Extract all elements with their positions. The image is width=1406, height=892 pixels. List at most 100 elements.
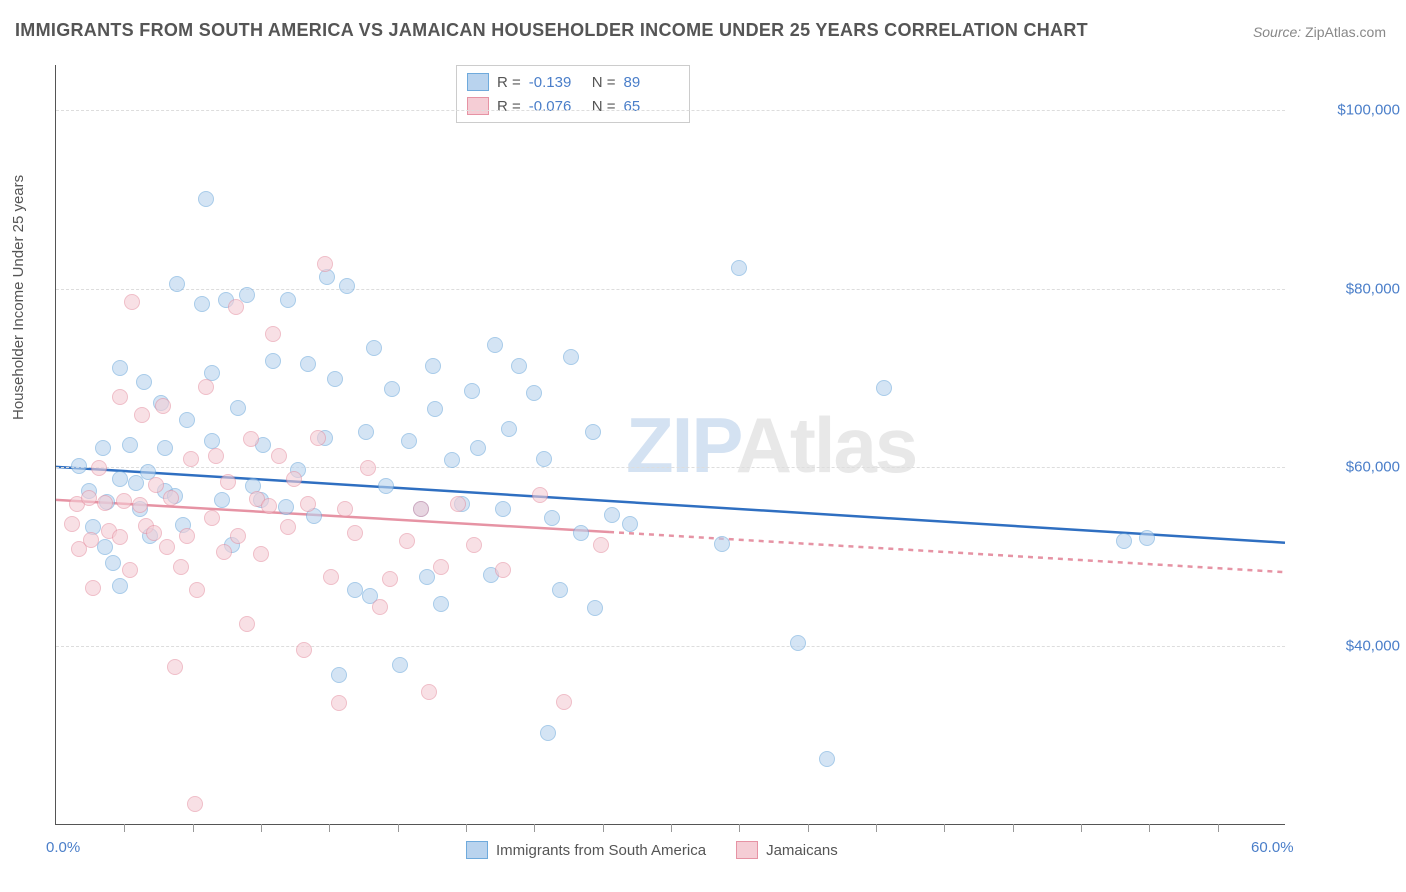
source-label: Source: bbox=[1253, 24, 1301, 40]
scatter-point bbox=[112, 471, 128, 487]
scatter-point bbox=[183, 451, 199, 467]
scatter-point bbox=[91, 460, 107, 476]
source-credit: Source: ZipAtlas.com bbox=[1253, 24, 1386, 40]
scatter-point bbox=[317, 256, 333, 272]
y-tick-label: $40,000 bbox=[1346, 638, 1400, 655]
scatter-point bbox=[97, 539, 113, 555]
scatter-point bbox=[819, 751, 835, 767]
gridline-h bbox=[56, 110, 1285, 111]
scatter-point bbox=[280, 519, 296, 535]
scatter-point bbox=[876, 380, 892, 396]
scatter-point bbox=[280, 292, 296, 308]
scatter-point bbox=[198, 379, 214, 395]
scatter-point bbox=[331, 667, 347, 683]
scatter-point bbox=[296, 642, 312, 658]
scatter-point bbox=[300, 496, 316, 512]
scatter-point bbox=[173, 559, 189, 575]
scatter-point bbox=[419, 569, 435, 585]
y-axis-label: Householder Income Under 25 years bbox=[10, 175, 27, 420]
scatter-point bbox=[112, 529, 128, 545]
scatter-point bbox=[622, 516, 638, 532]
scatter-point bbox=[421, 684, 437, 700]
scatter-point bbox=[433, 559, 449, 575]
legend-series-item: Immigrants from South America bbox=[466, 841, 706, 859]
scatter-point bbox=[392, 657, 408, 673]
scatter-point bbox=[1139, 530, 1155, 546]
scatter-point bbox=[585, 424, 601, 440]
scatter-point bbox=[71, 458, 87, 474]
scatter-point bbox=[366, 340, 382, 356]
scatter-point bbox=[85, 580, 101, 596]
x-tick bbox=[1218, 824, 1219, 832]
x-tick bbox=[603, 824, 604, 832]
legend-swatch bbox=[466, 841, 488, 859]
scatter-point bbox=[511, 358, 527, 374]
scatter-point bbox=[105, 555, 121, 571]
x-tick-label: 0.0% bbox=[46, 839, 80, 856]
scatter-point bbox=[536, 451, 552, 467]
x-tick bbox=[329, 824, 330, 832]
scatter-point bbox=[360, 460, 376, 476]
scatter-point bbox=[487, 337, 503, 353]
x-tick bbox=[398, 824, 399, 832]
scatter-point bbox=[163, 490, 179, 506]
scatter-point bbox=[194, 296, 210, 312]
scatter-point bbox=[444, 452, 460, 468]
scatter-point bbox=[81, 490, 97, 506]
scatter-point bbox=[159, 539, 175, 555]
scatter-point bbox=[501, 421, 517, 437]
x-tick bbox=[124, 824, 125, 832]
scatter-point bbox=[122, 562, 138, 578]
scatter-point bbox=[112, 389, 128, 405]
scatter-point bbox=[179, 528, 195, 544]
scatter-point bbox=[573, 525, 589, 541]
scatter-point bbox=[310, 430, 326, 446]
scatter-point bbox=[124, 294, 140, 310]
x-tick bbox=[1013, 824, 1014, 832]
x-tick bbox=[193, 824, 194, 832]
scatter-point bbox=[220, 474, 236, 490]
trend-lines bbox=[56, 65, 1285, 824]
scatter-point bbox=[544, 510, 560, 526]
scatter-point bbox=[358, 424, 374, 440]
scatter-point bbox=[167, 659, 183, 675]
scatter-point bbox=[526, 385, 542, 401]
scatter-point bbox=[204, 510, 220, 526]
y-tick-label: $100,000 bbox=[1337, 101, 1400, 118]
scatter-point bbox=[146, 525, 162, 541]
scatter-point bbox=[132, 497, 148, 513]
scatter-point bbox=[128, 475, 144, 491]
scatter-point bbox=[587, 600, 603, 616]
scatter-point bbox=[372, 599, 388, 615]
scatter-point bbox=[198, 191, 214, 207]
scatter-point bbox=[347, 525, 363, 541]
scatter-point bbox=[265, 326, 281, 342]
legend-swatch bbox=[736, 841, 758, 859]
scatter-point bbox=[83, 532, 99, 548]
scatter-point bbox=[790, 635, 806, 651]
x-tick-label: 60.0% bbox=[1251, 839, 1294, 856]
scatter-point bbox=[382, 571, 398, 587]
scatter-point bbox=[230, 400, 246, 416]
scatter-point bbox=[714, 536, 730, 552]
scatter-point bbox=[253, 546, 269, 562]
x-tick bbox=[671, 824, 672, 832]
scatter-point bbox=[331, 695, 347, 711]
scatter-point bbox=[731, 260, 747, 276]
scatter-point bbox=[214, 492, 230, 508]
scatter-point bbox=[384, 381, 400, 397]
scatter-point bbox=[169, 276, 185, 292]
scatter-point bbox=[64, 516, 80, 532]
scatter-point bbox=[604, 507, 620, 523]
scatter-point bbox=[337, 501, 353, 517]
x-tick bbox=[534, 824, 535, 832]
y-tick-label: $60,000 bbox=[1346, 459, 1400, 476]
scatter-point bbox=[95, 440, 111, 456]
scatter-point bbox=[97, 495, 113, 511]
scatter-point bbox=[563, 349, 579, 365]
gridline-h bbox=[56, 646, 1285, 647]
scatter-point bbox=[216, 544, 232, 560]
scatter-point bbox=[464, 383, 480, 399]
series-legend: Immigrants from South AmericaJamaicans bbox=[466, 841, 838, 859]
x-tick bbox=[944, 824, 945, 832]
